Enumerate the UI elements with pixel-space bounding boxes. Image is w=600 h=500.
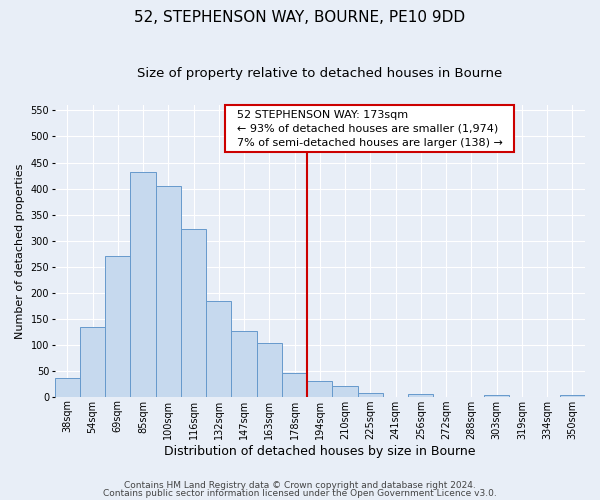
Bar bbox=[484, 395, 509, 396]
Bar bbox=[206, 301, 232, 396]
Text: Contains HM Land Registry data © Crown copyright and database right 2024.: Contains HM Land Registry data © Crown c… bbox=[124, 481, 476, 490]
Bar bbox=[408, 394, 433, 396]
Bar bbox=[232, 330, 257, 396]
Bar bbox=[307, 381, 332, 396]
Bar bbox=[332, 386, 358, 396]
Title: Size of property relative to detached houses in Bourne: Size of property relative to detached ho… bbox=[137, 68, 502, 80]
Bar bbox=[55, 378, 80, 396]
Bar bbox=[358, 392, 383, 396]
Text: 52, STEPHENSON WAY, BOURNE, PE10 9DD: 52, STEPHENSON WAY, BOURNE, PE10 9DD bbox=[134, 10, 466, 25]
Bar bbox=[130, 172, 156, 396]
Bar bbox=[257, 342, 282, 396]
X-axis label: Distribution of detached houses by size in Bourne: Distribution of detached houses by size … bbox=[164, 444, 476, 458]
Bar bbox=[560, 395, 585, 396]
Bar bbox=[282, 372, 307, 396]
Text: 52 STEPHENSON WAY: 173sqm  
  ← 93% of detached houses are smaller (1,974)  
  7: 52 STEPHENSON WAY: 173sqm ← 93% of detac… bbox=[230, 110, 509, 148]
Bar bbox=[181, 229, 206, 396]
Text: Contains public sector information licensed under the Open Government Licence v3: Contains public sector information licen… bbox=[103, 488, 497, 498]
Bar bbox=[105, 256, 130, 396]
Bar bbox=[80, 328, 105, 396]
Bar bbox=[156, 186, 181, 396]
Y-axis label: Number of detached properties: Number of detached properties bbox=[15, 164, 25, 338]
